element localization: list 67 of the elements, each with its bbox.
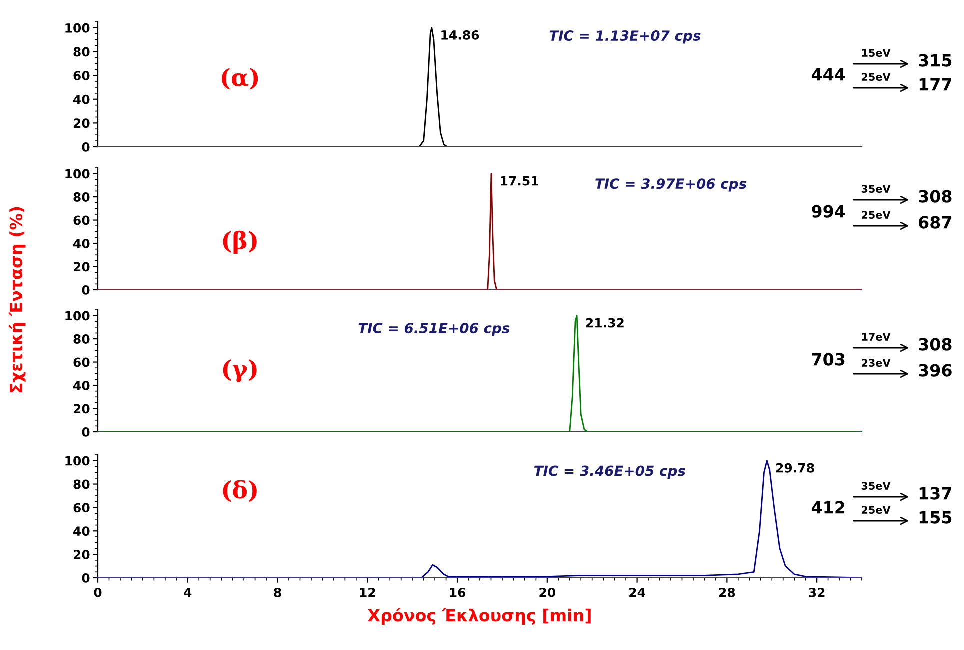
y-tick-label: 0 bbox=[82, 285, 90, 295]
y-tick-label: 80 bbox=[74, 47, 90, 57]
y-tick-label: 80 bbox=[74, 192, 90, 202]
y-tick-label: 60 bbox=[74, 503, 90, 513]
text: 687 bbox=[919, 216, 952, 229]
annotation: 994 bbox=[812, 205, 846, 218]
y-tick-label: 20 bbox=[74, 550, 90, 560]
y-tick-label: 40 bbox=[74, 238, 90, 248]
annotation: 14.86 bbox=[442, 30, 480, 40]
y-tick-label: 60 bbox=[74, 358, 90, 368]
x-tick-label: 16 bbox=[450, 588, 466, 598]
annotation: (γ) bbox=[223, 360, 257, 382]
x-tick-label: 24 bbox=[630, 588, 646, 598]
text: 25eV bbox=[862, 73, 891, 82]
annotation: (α) bbox=[222, 68, 258, 90]
annotation: 21.32 bbox=[586, 318, 624, 328]
annotation: 412 bbox=[812, 501, 845, 514]
text: 177 bbox=[920, 78, 952, 91]
y-tick-label: 20 bbox=[74, 262, 90, 272]
y-tick-label: 100 bbox=[66, 169, 90, 179]
y-tick-label: 20 bbox=[74, 404, 90, 414]
annotation: TIC = 3.46E+05 cps bbox=[534, 466, 686, 479]
annotation: (δ) bbox=[223, 480, 257, 502]
x-tick-label: 8 bbox=[274, 588, 282, 598]
x-tick-label: 32 bbox=[809, 588, 825, 598]
y-tick-label: 40 bbox=[74, 380, 90, 390]
text: 155 bbox=[920, 511, 952, 524]
x-tick-label: 20 bbox=[540, 588, 556, 598]
y-tick-label: 80 bbox=[74, 334, 90, 344]
annotation: TIC = 1.13E+07 cps bbox=[550, 30, 701, 44]
x-axis-title: Χρόνος Έκλουσης [min] bbox=[368, 608, 591, 625]
x-tick-label: 28 bbox=[719, 588, 736, 598]
text: 23eV bbox=[862, 359, 891, 368]
x-tick-label: 4 bbox=[184, 588, 192, 598]
annotation: TIC = 3.97E+06 cps bbox=[596, 178, 747, 192]
text: 396 bbox=[919, 364, 952, 377]
annotation: 29.78 bbox=[776, 463, 814, 473]
text: 137 bbox=[920, 487, 952, 500]
y-tick-label: 100 bbox=[66, 311, 90, 321]
annotation: 35eV bbox=[862, 482, 891, 490]
annotation: (β) bbox=[223, 230, 257, 254]
x-tick-label: 12 bbox=[360, 588, 376, 598]
y-tick-label: 60 bbox=[74, 71, 90, 80]
text: 308 bbox=[919, 338, 952, 351]
y-tick-label: 100 bbox=[66, 23, 90, 33]
y-tick-label: 20 bbox=[74, 118, 90, 128]
y-tick-label: 0 bbox=[82, 427, 90, 437]
text: 25eV bbox=[862, 506, 891, 514]
annotation: 444 bbox=[812, 68, 846, 81]
text: 15eV bbox=[862, 49, 891, 58]
y-tick-label: 0 bbox=[82, 573, 90, 583]
text: 25eV bbox=[862, 211, 891, 220]
annotation: 35eV bbox=[862, 185, 891, 194]
y-tick-label: 0 bbox=[82, 142, 90, 152]
text: 17eV bbox=[862, 333, 891, 342]
annotation: 703 bbox=[812, 353, 845, 366]
y-tick-label: 100 bbox=[66, 456, 90, 466]
text: 308 bbox=[919, 190, 952, 203]
y-tick-label: 80 bbox=[74, 480, 90, 490]
annotation: 17.51 bbox=[501, 176, 538, 186]
annotation: TIC = 6.51E+06 cps bbox=[358, 323, 510, 336]
text: 315 bbox=[919, 54, 952, 67]
y-tick-label: 60 bbox=[74, 216, 90, 226]
x-tick-label: 0 bbox=[94, 588, 102, 598]
y-tick-label: 40 bbox=[74, 526, 90, 536]
y-tick-label: 40 bbox=[74, 94, 90, 104]
y-axis-title: Σχετική Ένταση (%) bbox=[8, 207, 26, 393]
